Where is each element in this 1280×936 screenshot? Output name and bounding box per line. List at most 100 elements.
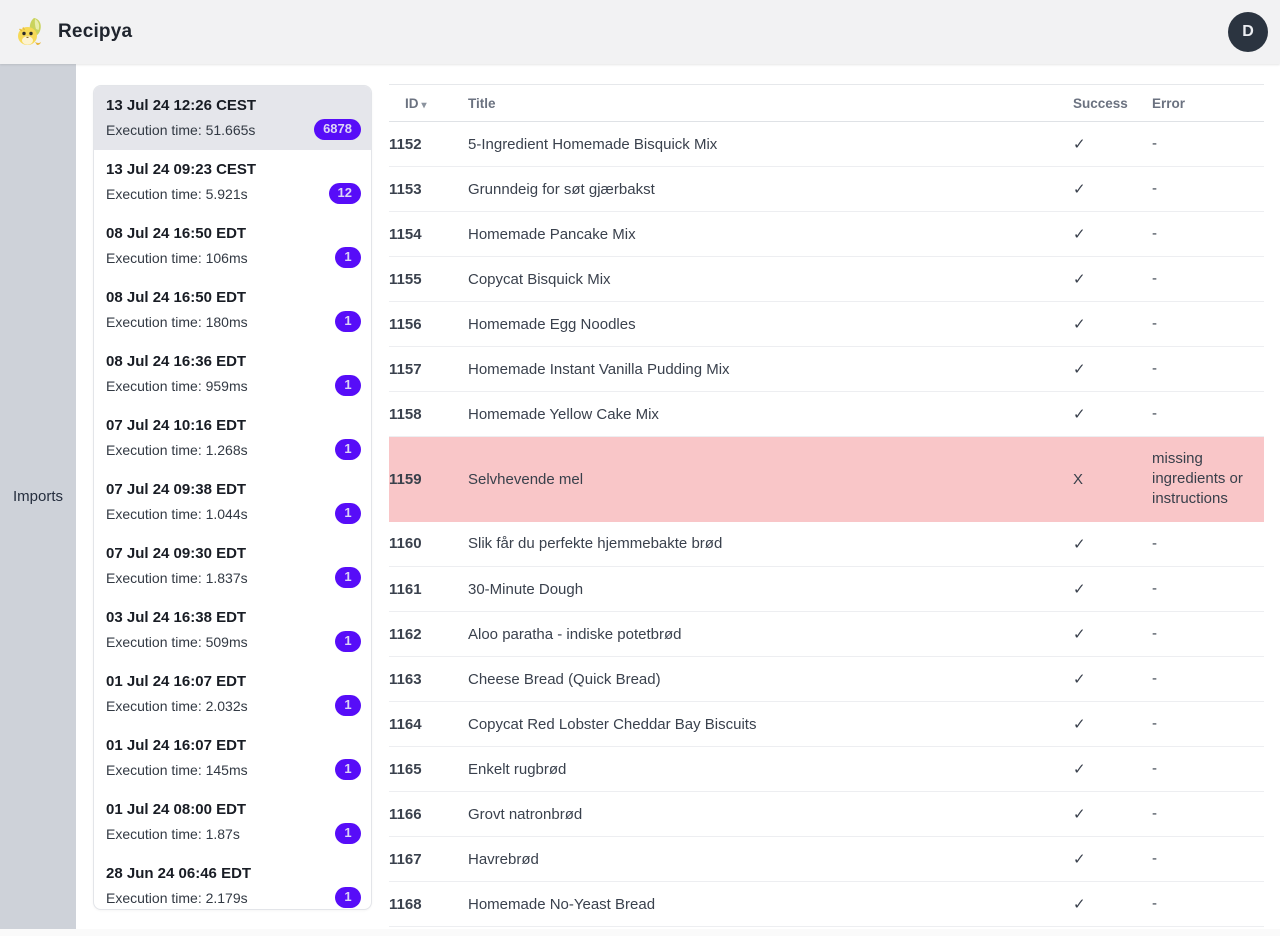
table-row: 1152 5-Ingredient Homemade Bisquick Mix … (389, 121, 1264, 167)
sort-caret-icon: ▾ (421, 99, 427, 111)
table-row: 1156 Homemade Egg Noodles ✓ - (389, 301, 1264, 347)
table-header-row: ID ▾ Title Success Error (389, 84, 1264, 122)
table-row: 1162 Aloo paratha - indiske potetbrød ✓ … (389, 611, 1264, 657)
cell-error: - (1152, 625, 1157, 642)
cell-error: - (1152, 850, 1157, 867)
import-execution-time: Execution time: 509ms (106, 633, 248, 650)
cell-title: Selvhevende mel (468, 436, 1073, 522)
cell-success: X (1073, 436, 1152, 522)
table-row: 1168 Homemade No-Yeast Bread ✓ - (389, 881, 1264, 927)
column-header-error: Error (1152, 84, 1264, 122)
import-list-item[interactable]: 01 Jul 24 08:00 EDT Execution time: 1.87… (94, 790, 371, 854)
app-header: Recipya D (0, 0, 1280, 64)
import-list-item[interactable]: 08 Jul 24 16:50 EDT Execution time: 106m… (94, 214, 371, 278)
cell-success: ✓ (1073, 881, 1152, 927)
import-list-item[interactable]: 13 Jul 24 12:26 CEST Execution time: 51.… (94, 86, 371, 150)
cell-error: - (1152, 805, 1157, 822)
cell-id: 1156 (389, 301, 468, 347)
cell-id: 1152 (389, 121, 468, 167)
import-execution-time: Execution time: 1.837s (106, 569, 248, 586)
cell-title: Homemade Yellow Cake Mix (468, 391, 1073, 437)
cell-success: ✓ (1073, 656, 1152, 702)
cell-success: ✓ (1073, 211, 1152, 257)
cell-title: Copycat Red Lobster Cheddar Bay Biscuits (468, 701, 1073, 747)
cell-title: Aloo paratha - indiske potetbrød (468, 611, 1073, 657)
table-row: 1155 Copycat Bisquick Mix ✓ - (389, 256, 1264, 302)
import-execution-time: Execution time: 180ms (106, 313, 248, 330)
cell-error: - (1152, 580, 1157, 597)
cell-error: - (1152, 315, 1157, 332)
cell-id: 1164 (389, 701, 468, 747)
cell-title: Enkelt rugbrød (468, 746, 1073, 792)
logo-icon (14, 15, 48, 49)
import-count-badge: 1 (335, 759, 361, 780)
import-date: 01 Jul 24 16:07 EDT (106, 673, 247, 690)
cell-success: ✓ (1073, 166, 1152, 212)
cell-success: ✓ (1073, 701, 1152, 747)
cell-id: 1166 (389, 791, 468, 837)
cell-error: - (1152, 534, 1157, 552)
import-execution-time: Execution time: 2.179s (106, 889, 248, 906)
import-date: 08 Jul 24 16:36 EDT (106, 353, 247, 370)
import-list-item[interactable]: 01 Jul 24 16:07 EDT Execution time: 2.03… (94, 662, 371, 726)
import-list-item[interactable]: 07 Jul 24 09:38 EDT Execution time: 1.04… (94, 470, 371, 534)
cell-title: Cheese Bread (Quick Bread) (468, 656, 1073, 702)
import-date: 07 Jul 24 09:38 EDT (106, 481, 247, 498)
import-execution-time: Execution time: 2.032s (106, 697, 248, 714)
cell-error: - (1152, 670, 1157, 687)
cell-success: ✓ (1073, 391, 1152, 437)
cell-success: ✓ (1073, 791, 1152, 837)
cell-error: - (1152, 135, 1157, 152)
cell-title: Copycat Bisquick Mix (468, 256, 1073, 302)
cell-success: ✓ (1073, 346, 1152, 392)
cell-title: Homemade No-Yeast Bread (468, 881, 1073, 927)
table-row: 1163 Cheese Bread (Quick Bread) ✓ - (389, 656, 1264, 702)
import-execution-time: Execution time: 106ms (106, 249, 248, 266)
cell-title: Homemade Pancake Mix (468, 211, 1073, 257)
import-results-table: ID ▾ Title Success Error 1152 5-Ingredien… (389, 84, 1264, 927)
home-link[interactable]: Recipya (14, 15, 132, 49)
cell-success: ✓ (1073, 121, 1152, 167)
import-date: 01 Jul 24 16:07 EDT (106, 737, 247, 754)
cell-id: 1155 (389, 256, 468, 302)
import-list-item[interactable]: 07 Jul 24 10:16 EDT Execution time: 1.26… (94, 406, 371, 470)
cell-success: ✓ (1073, 746, 1152, 792)
cell-error: - (1152, 715, 1157, 732)
app-title: Recipya (58, 21, 133, 42)
cell-success: ✓ (1073, 256, 1152, 302)
import-count-badge: 1 (335, 375, 361, 396)
cell-error: missing ingredients or instructions (1152, 450, 1243, 508)
import-date: 07 Jul 24 09:30 EDT (106, 545, 247, 562)
cell-id: 1167 (389, 836, 468, 882)
import-list-item[interactable]: 03 Jul 24 16:38 EDT Execution time: 509m… (94, 598, 371, 662)
import-count-badge: 1 (335, 247, 361, 268)
cell-id: 1158 (389, 391, 468, 437)
import-list-item[interactable]: 28 Jun 24 06:46 EDT Execution time: 2.17… (94, 854, 371, 909)
table-row: 1165 Enkelt rugbrød ✓ - (389, 746, 1264, 792)
import-list-item[interactable]: 08 Jul 24 16:50 EDT Execution time: 180m… (94, 278, 371, 342)
cell-error: - (1152, 270, 1157, 287)
import-list-item[interactable]: 07 Jul 24 09:30 EDT Execution time: 1.83… (94, 534, 371, 598)
table-row: 1153 Grunndeig for søt gjærbakst ✓ - (389, 166, 1264, 212)
imports-list-panel: 13 Jul 24 12:26 CEST Execution time: 51.… (93, 85, 372, 910)
cell-error: - (1152, 895, 1157, 912)
import-execution-time: Execution time: 51.665s (106, 121, 256, 138)
import-list-item[interactable]: 08 Jul 24 16:36 EDT Execution time: 959m… (94, 342, 371, 406)
cell-id: 1162 (389, 611, 468, 657)
import-execution-time: Execution time: 5.921s (106, 185, 248, 202)
import-count-badge: 1 (335, 695, 361, 716)
import-date: 13 Jul 24 09:23 CEST (106, 161, 257, 178)
column-header-id[interactable]: ID ▾ (389, 84, 468, 122)
cell-success: ✓ (1073, 836, 1152, 882)
import-count-badge: 1 (335, 439, 361, 460)
import-date: 07 Jul 24 10:16 EDT (106, 417, 247, 434)
import-list-item[interactable]: 01 Jul 24 16:07 EDT Execution time: 145m… (94, 726, 371, 790)
import-count-badge: 1 (335, 631, 361, 652)
sidebar-item-imports[interactable]: Imports (12, 488, 63, 505)
import-list-item[interactable]: 13 Jul 24 09:23 CEST Execution time: 5.9… (94, 150, 371, 214)
import-count-badge: 1 (335, 567, 361, 588)
cell-id: 1168 (389, 881, 468, 927)
avatar-button[interactable]: D (1228, 12, 1268, 52)
import-count-badge: 1 (335, 503, 361, 524)
cell-error: - (1152, 360, 1157, 377)
